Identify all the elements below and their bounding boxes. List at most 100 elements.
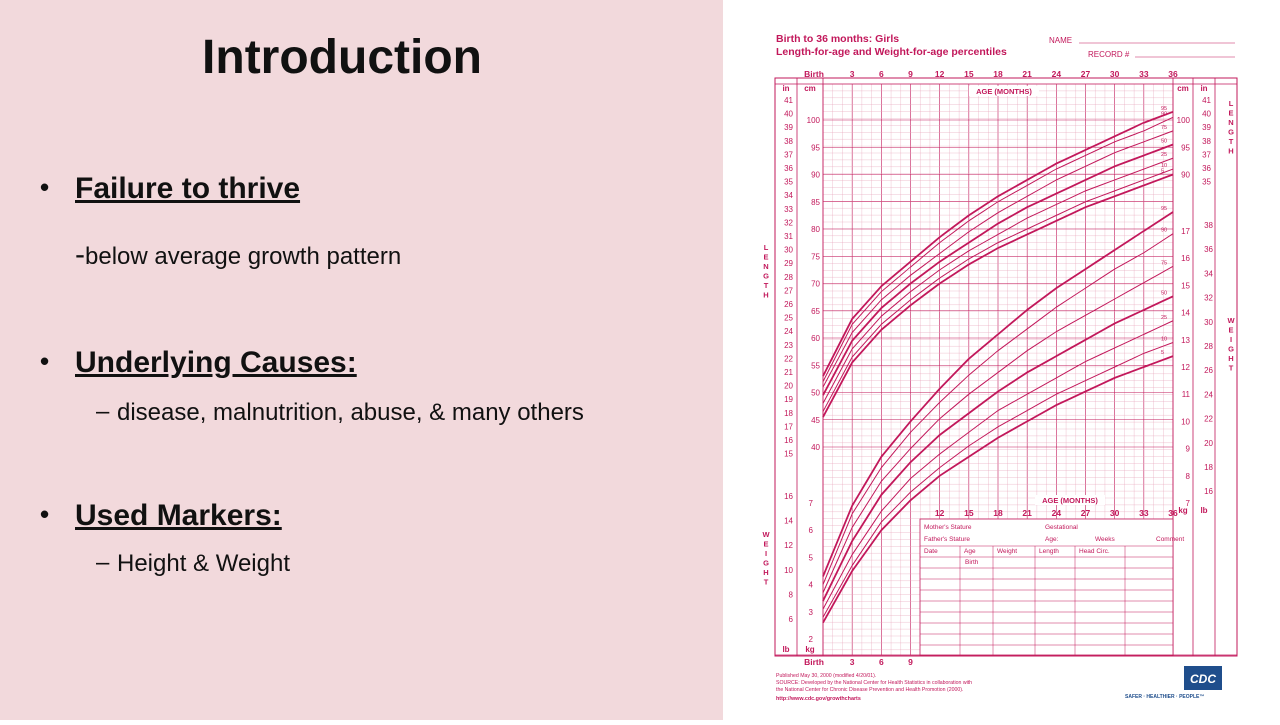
chart-title-line2: Length-for-age and Weight-for-age percen… bbox=[776, 46, 1007, 58]
in-tick-left: 39 bbox=[784, 123, 793, 132]
footer-url: http://www.cdc.gov/growthcharts bbox=[776, 696, 861, 702]
weight-percentile-label: 10 bbox=[1161, 337, 1167, 343]
form-father: Father's Stature bbox=[924, 536, 970, 543]
in-tick-right: 41 bbox=[1202, 96, 1211, 105]
in-tick-right: 39 bbox=[1202, 123, 1211, 132]
cm-label-right: cm bbox=[1177, 84, 1189, 93]
cm-tick-left: 70 bbox=[811, 280, 820, 289]
weight-vertical-left: W bbox=[762, 530, 770, 539]
age-tick-top: 24 bbox=[1052, 69, 1062, 79]
in-tick-left: 40 bbox=[784, 110, 793, 119]
footer-source1: SOURCE: Developed by the National Center… bbox=[776, 680, 972, 686]
length-curve-p90 bbox=[822, 116, 1174, 382]
lb-tick-right: 22 bbox=[1204, 415, 1213, 424]
in-tick-right: 40 bbox=[1202, 110, 1211, 119]
length-vertical-left: N bbox=[763, 262, 768, 271]
form-box bbox=[919, 518, 1174, 656]
in-tick-left: 17 bbox=[784, 422, 793, 431]
in-tick-left: 25 bbox=[784, 314, 793, 323]
length-vertical-left: H bbox=[763, 291, 768, 300]
lb-tick-left: 12 bbox=[784, 541, 793, 550]
bullet-subtext: -below average growth pattern bbox=[75, 238, 401, 272]
age-label-bg bbox=[969, 86, 1039, 96]
age-tick-mid: 12 bbox=[935, 508, 945, 518]
cm-tick-right: 95 bbox=[1181, 143, 1190, 152]
lb-tick-right: 30 bbox=[1204, 318, 1213, 327]
growth-chart: Birth to 36 months: Girls Length-for-age… bbox=[762, 33, 1238, 702]
length-percentile-label: 95 bbox=[1161, 106, 1167, 112]
form-age: Age: bbox=[1045, 536, 1059, 543]
form-gestational: Gestational bbox=[1045, 524, 1078, 531]
kg-tick-left: 5 bbox=[809, 553, 814, 562]
in-tick-left: 16 bbox=[784, 436, 793, 445]
lb-tick-right: 36 bbox=[1204, 245, 1213, 254]
cm-tick-left: 75 bbox=[811, 252, 820, 261]
lb-tick-left: 8 bbox=[789, 590, 794, 599]
kg-label-left: kg bbox=[805, 645, 814, 654]
length-percentile-label: 5 bbox=[1161, 169, 1164, 175]
footer-published: Published May 30, 2000 (modified 4/20/01… bbox=[776, 673, 876, 679]
age-tick-mid: 36 bbox=[1168, 508, 1178, 518]
weight-curve-p90 bbox=[822, 233, 1174, 585]
cm-tick-left: 55 bbox=[811, 361, 820, 370]
length-percentile-label: 75 bbox=[1161, 125, 1167, 131]
in-tick-right: 37 bbox=[1202, 150, 1211, 159]
lb-tick-right: 34 bbox=[1204, 269, 1213, 278]
cm-tick-right: 100 bbox=[1177, 116, 1191, 125]
length-vertical-right: H bbox=[1228, 147, 1233, 156]
bullet-dot-icon: • bbox=[40, 499, 50, 529]
length-vertical-left: T bbox=[764, 281, 769, 290]
cm-tick-left: 65 bbox=[811, 307, 820, 316]
cdc-tagline: SAFER · HEALTHIER · PEOPLE™ bbox=[1125, 694, 1204, 700]
length-curve-p25 bbox=[822, 157, 1174, 404]
weight-vertical-left: G bbox=[763, 559, 769, 568]
kg-tick-left: 4 bbox=[809, 581, 814, 590]
slide-text-panel: Introduction • Failure to thrive -below … bbox=[0, 0, 723, 720]
age-tick-top: 21 bbox=[1022, 69, 1032, 79]
bullet-subtext: Height & Weight bbox=[117, 550, 290, 577]
bullet-heading: Underlying Causes: bbox=[75, 346, 357, 379]
length-vertical-left: E bbox=[763, 253, 768, 262]
age-tick-bottom: 9 bbox=[908, 657, 913, 667]
in-tick-left: 27 bbox=[784, 286, 793, 295]
record-form: Mother's Stature Father's Stature Gestatio… bbox=[919, 518, 1184, 656]
kg-tick-right: 9 bbox=[1186, 445, 1191, 454]
dash-prefix: – bbox=[96, 549, 110, 576]
kg-label-right: kg bbox=[1178, 506, 1187, 515]
cm-tick-left: 80 bbox=[811, 225, 820, 234]
form-column-header: Date bbox=[924, 548, 938, 555]
kg-tick-right: 10 bbox=[1181, 417, 1190, 426]
weight-curve-p95 bbox=[822, 211, 1174, 577]
in-tick-left: 28 bbox=[784, 273, 793, 282]
length-curve-p50 bbox=[822, 143, 1174, 396]
cm-tick-left: 45 bbox=[811, 416, 820, 425]
weight-curve-p10 bbox=[822, 342, 1174, 618]
in-tick-left: 21 bbox=[784, 368, 793, 377]
kg-tick-right: 17 bbox=[1181, 227, 1190, 236]
length-curve-p10 bbox=[822, 168, 1174, 412]
cm-tick-left: 50 bbox=[811, 389, 820, 398]
in-label-left: in bbox=[782, 84, 789, 93]
kg-tick-right: 7 bbox=[1186, 499, 1191, 508]
in-tick-left: 30 bbox=[784, 246, 793, 255]
length-vertical-right: L bbox=[1229, 99, 1234, 108]
lb-tick-right: 32 bbox=[1204, 294, 1213, 303]
dash-prefix: - bbox=[75, 238, 85, 271]
age-tick-mid: 30 bbox=[1110, 508, 1120, 518]
length-vertical-right: G bbox=[1228, 128, 1234, 137]
kg-tick-right: 8 bbox=[1186, 472, 1191, 481]
form-column-header: Weight bbox=[997, 548, 1017, 555]
lb-tick-left: 10 bbox=[784, 566, 793, 575]
bullet-dot-icon: • bbox=[40, 346, 50, 376]
age-tick-mid: 15 bbox=[964, 508, 974, 518]
age-tick-top: 3 bbox=[850, 69, 855, 79]
form-birth: Birth bbox=[965, 559, 979, 566]
in-tick-left: 31 bbox=[784, 232, 793, 241]
bullet-subtext: disease, malnutrition, abuse, & many oth… bbox=[117, 399, 584, 426]
in-tick-right: 35 bbox=[1202, 178, 1211, 187]
length-percentile-label: 50 bbox=[1161, 139, 1167, 145]
weight-percentile-label: 25 bbox=[1161, 315, 1167, 321]
cm-label-left: cm bbox=[804, 84, 816, 93]
age-axis-label-top: AGE (MONTHS) bbox=[976, 87, 1032, 96]
cm-tick-left: 100 bbox=[807, 116, 821, 125]
